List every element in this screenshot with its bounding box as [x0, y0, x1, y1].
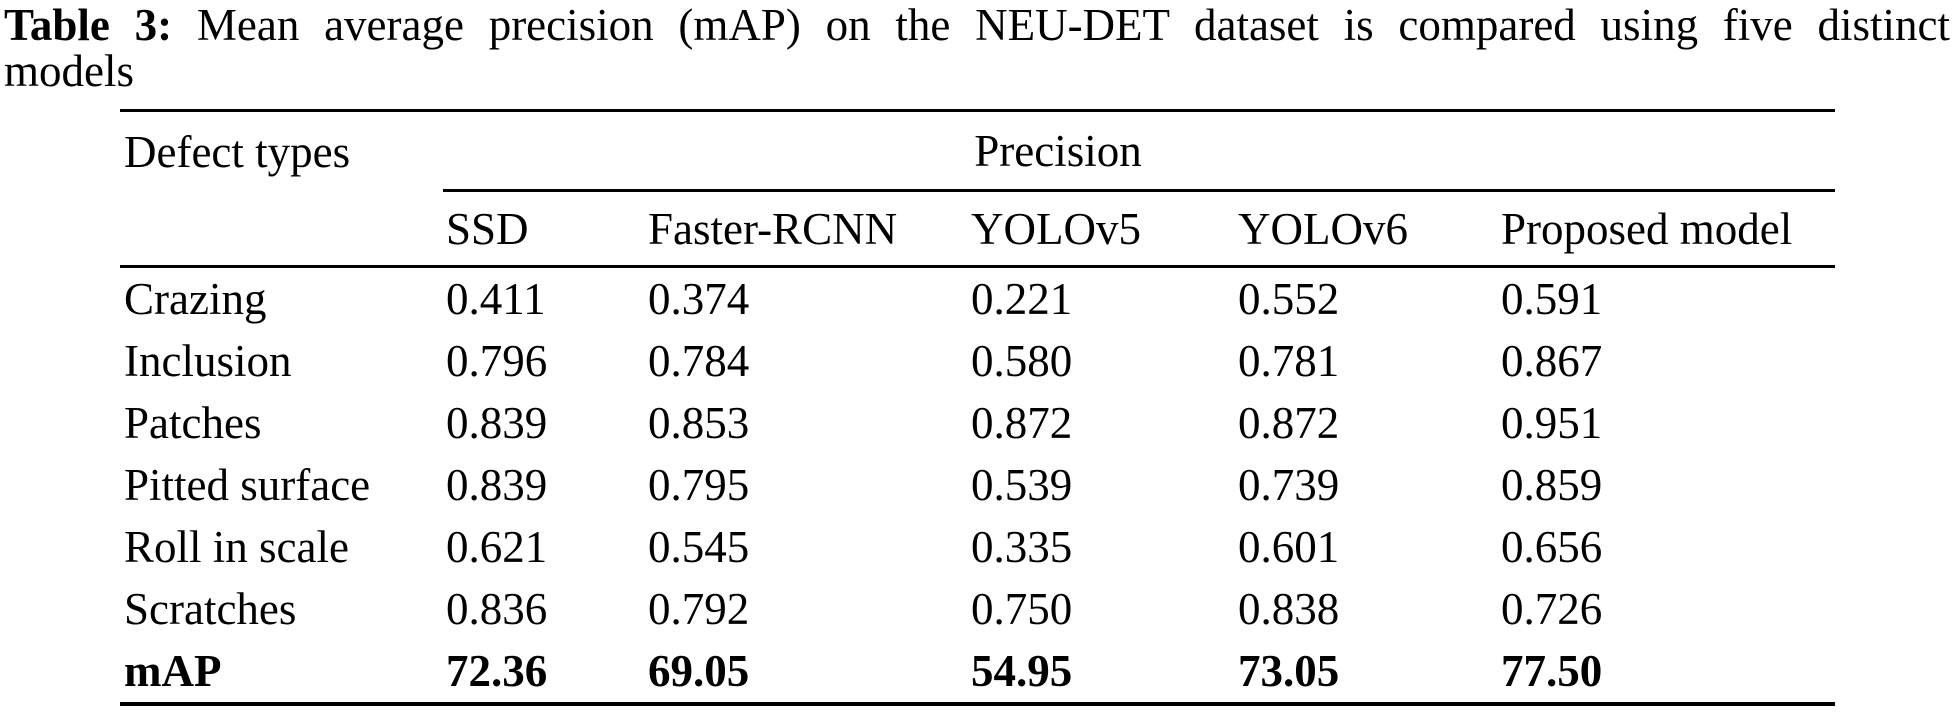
- column-header-ssd: SSD: [443, 190, 645, 268]
- column-header-yolov5: YOLOv5: [968, 190, 1235, 268]
- value-cell: 0.838: [1238, 584, 1340, 634]
- value-cell: 0.411: [446, 274, 546, 324]
- defect-name: Scratches: [124, 584, 297, 634]
- value-cell: 0.335: [971, 522, 1073, 572]
- value-cell: 0.872: [971, 398, 1073, 448]
- value-cell: 0.726: [1501, 584, 1603, 634]
- defect-name: Patches: [124, 398, 262, 448]
- value-cell: 0.859: [1501, 460, 1603, 510]
- value-cell: 0.621: [446, 522, 548, 572]
- results-table: Defect types Precision SSD Faster-RCNN Y…: [120, 109, 1836, 706]
- column-header-yolov6: YOLOv6: [1235, 190, 1498, 268]
- caption-line-2: models: [4, 46, 134, 96]
- value-cell: 0.836: [446, 584, 548, 634]
- value-cell: 0.792: [648, 584, 750, 634]
- summary-label: mAP: [124, 646, 222, 696]
- defect-name: Pitted surface: [124, 460, 371, 510]
- value-cell: 0.784: [648, 336, 750, 386]
- table-row-roll-in-scale: Roll in scale 0.621 0.545 0.335 0.601 0.…: [120, 516, 1835, 578]
- defect-name: Roll in scale: [124, 522, 349, 572]
- caption-label: Table 3:: [4, 0, 173, 50]
- value-cell: 0.545: [648, 522, 750, 572]
- value-cell: 0.839: [446, 398, 548, 448]
- value-cell: 0.795: [648, 460, 750, 510]
- defect-name: Inclusion: [124, 336, 292, 386]
- summary-value-cell: 69.05: [648, 646, 750, 696]
- value-cell: 0.853: [648, 398, 750, 448]
- value-cell: 0.750: [971, 584, 1073, 634]
- value-cell: 0.221: [971, 274, 1073, 324]
- table-row-map-summary: mAP 72.36 69.05 54.95 73.05 77.50: [120, 640, 1835, 704]
- value-cell: 0.739: [1238, 460, 1340, 510]
- value-cell: 0.951: [1501, 398, 1603, 448]
- summary-value-cell: 77.50: [1501, 646, 1603, 696]
- value-cell: 0.591: [1501, 274, 1603, 324]
- value-cell: 0.796: [446, 336, 548, 386]
- value-cell: 0.580: [971, 336, 1073, 386]
- table-row-crazing: Crazing 0.411 0.374 0.221 0.552 0.591: [120, 267, 1835, 331]
- table-row-scratches: Scratches 0.836 0.792 0.750 0.838 0.726: [120, 578, 1835, 640]
- defect-name: Crazing: [124, 274, 267, 324]
- column-header-faster-rcnn: Faster-RCNN: [645, 190, 968, 268]
- value-cell: 0.656: [1501, 522, 1603, 572]
- summary-value-cell: 54.95: [971, 646, 1073, 696]
- group-header-row: Defect types Precision: [120, 110, 1836, 268]
- value-cell: 0.781: [1238, 336, 1340, 386]
- column-header-proposed-model: Proposed model: [1498, 190, 1836, 268]
- value-cell: 0.867: [1501, 336, 1603, 386]
- table-caption: Table 3: Mean average precision (mAP) on…: [0, 0, 1950, 94]
- value-cell: 0.374: [648, 274, 750, 324]
- summary-value-cell: 73.05: [1238, 646, 1340, 696]
- summary-value-cell: 72.36: [446, 646, 548, 696]
- value-cell: 0.601: [1238, 522, 1340, 572]
- value-cell: 0.552: [1238, 274, 1340, 324]
- model-header-row: SSD Faster-RCNN YOLOv5 YOLOv6 Proposed m…: [120, 190, 1836, 268]
- value-cell: 0.839: [446, 460, 548, 510]
- defect-types-header: Defect types: [120, 110, 443, 268]
- caption-line-1: Table 3: Mean average precision (mAP) on…: [4, 2, 1950, 48]
- table-row-patches: Patches 0.839 0.853 0.872 0.872 0.951: [120, 392, 1835, 454]
- table-row-pitted-surface: Pitted surface 0.839 0.795 0.539 0.739 0…: [120, 454, 1835, 516]
- value-cell: 0.872: [1238, 398, 1340, 448]
- value-cell: 0.539: [971, 460, 1073, 510]
- caption-text: Mean average precision (mAP) on the NEU-…: [196, 0, 1951, 50]
- table-row-inclusion: Inclusion 0.796 0.784 0.580 0.781 0.867: [120, 330, 1835, 392]
- precision-group-header: Precision: [443, 110, 1836, 192]
